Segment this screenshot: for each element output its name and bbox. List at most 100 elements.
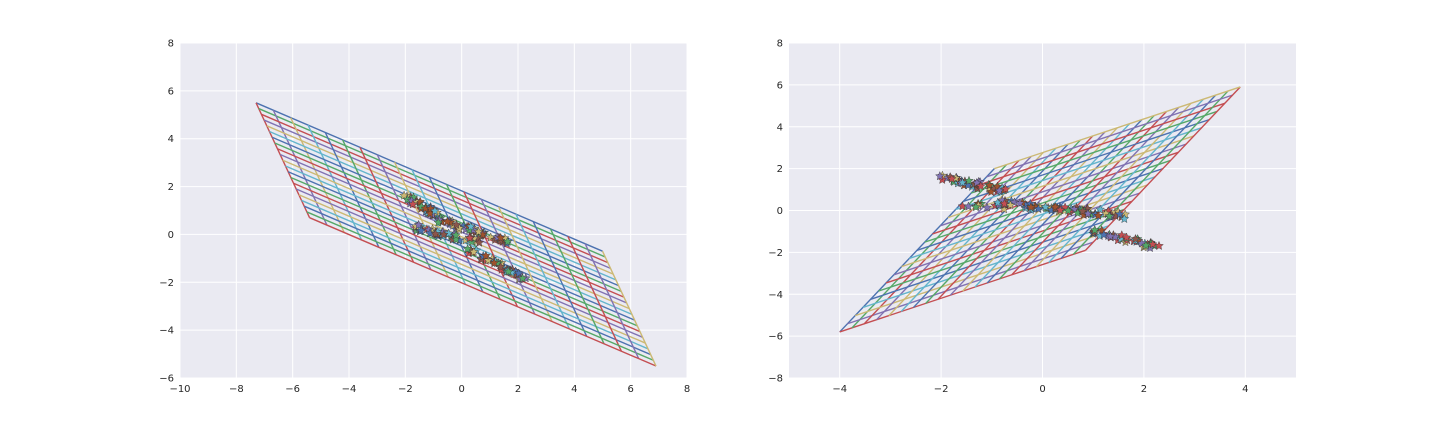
star-marker (1105, 231, 1116, 241)
mesh-line (306, 211, 654, 361)
mesh-line (986, 119, 1143, 284)
star-marker (935, 171, 945, 181)
x-tick-label: −2 (934, 384, 949, 395)
mesh-line (924, 159, 1171, 243)
y-tick-label: −6 (768, 332, 783, 343)
star-marker (495, 261, 506, 272)
star-marker (1015, 198, 1025, 208)
star-marker (466, 221, 476, 231)
star-marker (1090, 225, 1100, 235)
y-tick-label: −4 (159, 326, 174, 337)
star-marker (1130, 233, 1141, 244)
star-marker (963, 201, 974, 211)
mesh-line (303, 205, 651, 356)
mesh-line (301, 199, 649, 350)
y-tick-label: 6 (777, 80, 783, 91)
mesh-line (290, 176, 638, 327)
star-marker (474, 237, 485, 247)
star-marker (517, 273, 528, 283)
subplot-1: −10 −8 −6 −4 −2 0 2 4 6 8 −6 −4 −2 0 2 4 6 8 (159, 39, 690, 396)
star-marker (402, 194, 413, 204)
mesh-line (978, 102, 1225, 186)
mesh-line (939, 143, 1187, 227)
y-tick-label: −2 (768, 248, 783, 259)
x-tick-label: 8 (684, 384, 690, 395)
star-marker (994, 185, 1005, 195)
star-marker (489, 257, 500, 268)
star-marker (1121, 232, 1132, 242)
star-marker (451, 219, 462, 229)
x-tick-label: 2 (515, 384, 521, 395)
mesh-line (955, 127, 1202, 211)
y-tick-label: 0 (777, 206, 783, 217)
x-tick-label: 0 (458, 384, 464, 395)
star-marker (425, 228, 435, 238)
mesh-line (298, 194, 646, 344)
x-tick-label: −8 (229, 384, 244, 395)
star-marker (408, 199, 418, 209)
star-marker (1114, 209, 1125, 219)
mesh-line (947, 135, 1195, 219)
mesh-line (549, 228, 605, 345)
mesh-line (970, 110, 1218, 194)
star-marker (439, 229, 449, 239)
x-tick-label: 0 (1039, 384, 1045, 395)
star-marker (957, 177, 968, 187)
star-marker (469, 246, 479, 257)
star-marker (986, 186, 996, 197)
y-tick-label: 2 (777, 164, 783, 175)
star-marker (992, 197, 1003, 207)
star-marker (1040, 201, 1051, 212)
star-marker (1093, 210, 1103, 220)
star-marker (399, 190, 409, 200)
star-marker (416, 225, 426, 235)
mesh-line (497, 206, 553, 322)
y-tick-label: 0 (168, 230, 174, 241)
mesh-line (287, 171, 635, 321)
x-tick-label: 4 (571, 384, 577, 395)
y-tick-label: 8 (777, 39, 783, 50)
star-marker (451, 230, 461, 240)
star-marker (1077, 206, 1088, 216)
star-marker (481, 250, 491, 260)
star-marker (1063, 205, 1073, 215)
mesh-line (1023, 106, 1180, 272)
mesh-line (309, 217, 657, 367)
mesh-line (584, 243, 640, 359)
mesh-line (463, 191, 519, 307)
x-tick-label: 6 (627, 384, 633, 395)
star-marker (964, 175, 974, 185)
star-marker (425, 203, 436, 213)
star-marker (443, 228, 454, 238)
star-marker (495, 232, 506, 243)
star-marker (947, 173, 957, 184)
star-marker (976, 181, 986, 191)
star-marker (1154, 240, 1164, 250)
x-tick-label: −4 (832, 384, 847, 395)
star-marker (442, 216, 453, 226)
star-marker (1026, 202, 1036, 212)
star-marker (433, 217, 444, 227)
x-tick-label: −4 (342, 384, 357, 395)
y-tick-label: −6 (159, 374, 174, 385)
star-marker (1000, 184, 1011, 194)
y-tick-label: −4 (768, 290, 783, 301)
mesh-line (986, 94, 1233, 178)
mesh-line (1085, 86, 1241, 251)
star-marker (984, 180, 995, 190)
star-marker (1095, 204, 1105, 214)
star-marker (413, 219, 424, 230)
mesh-line (480, 198, 536, 315)
star-marker (503, 266, 514, 276)
mesh-line (932, 151, 1179, 235)
mesh-line (1060, 94, 1217, 259)
subplot-2: −4 −2 0 2 4 −8 −6 −4 −2 0 2 4 6 8 (768, 39, 1296, 395)
star-marker (451, 234, 461, 244)
star-marker (1104, 211, 1115, 221)
x-tick-label: −10 (169, 384, 190, 395)
x-tick-label: 4 (1242, 384, 1248, 395)
mesh-line (567, 236, 623, 352)
y-tick-label: −2 (159, 278, 174, 289)
star-marker (999, 198, 1010, 208)
